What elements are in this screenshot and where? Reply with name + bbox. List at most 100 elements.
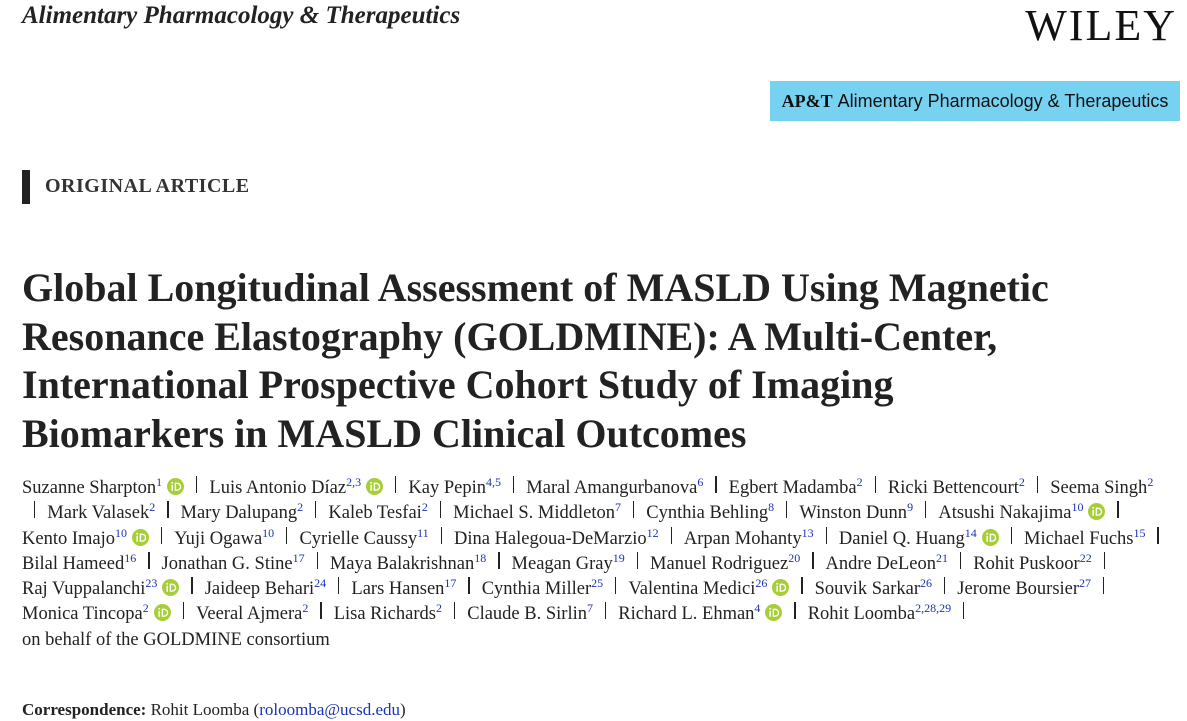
author-name: Bilal Hameed [22,553,125,574]
author: Bilal Hameed16 [22,552,136,577]
separator [825,526,827,544]
orcid-i [158,611,160,618]
author-name: Jaideep Behari [204,579,315,600]
orcid-i [171,484,174,491]
separator [315,501,317,519]
author-name: Daniel Q. Huang [838,528,965,549]
section-label: ORIGINAL ARTICLE [45,175,250,197]
orcid-icon [1088,503,1106,521]
separator [786,501,788,519]
author: Jaideep Behari24 [205,577,326,602]
orcid-dot [370,481,373,484]
separator [167,501,169,519]
separator [182,602,185,620]
separator [959,551,962,569]
affiliation: 11 [417,525,429,540]
author: Luis Antonio Díaz2,3 [209,474,384,501]
orcid-dot [776,583,779,585]
affiliation: 24 [314,576,327,591]
author-name: Maral Amangurbanova [526,478,698,498]
separator [468,577,470,595]
orcid-dot [171,481,174,484]
separator [801,577,803,595]
author-name: Winston Dunn [799,503,908,524]
affiliation: 9 [907,500,914,515]
orcid-icon [981,528,999,546]
author-name: Seema Singh [1050,478,1148,498]
author: Andre DeLeon21 [826,552,948,577]
author: Michael Fuchs15 [1024,526,1145,552]
author: Maya Balakrishnan18 [330,552,486,577]
title-line: Global Longitudinal Assessment of MASLD … [22,265,1049,310]
author-name: Mark Valasek [47,503,150,524]
correspondence-label: Correspondence: [22,700,147,719]
author-name: Michael S. Middleton [453,503,615,524]
author: Richard L. Ehman4 [618,602,783,627]
separator [196,476,198,493]
author: Jerome Boursier27 [957,577,1091,602]
separator [615,577,617,595]
title-line: Resonance Elastography (GOLDMINE): A Mul… [22,313,998,359]
affiliation: 2 [1018,474,1025,489]
orcid-d [1096,507,1103,517]
separator [453,602,456,620]
author-name: Egbert Madamba [728,478,857,498]
affiliation: 21 [935,550,948,565]
author-name: Lars Hansen [351,579,445,600]
author-name: Cyrielle Caussy [299,528,418,549]
affiliation: 19 [612,550,625,565]
author: Arpan Mohanty13 [684,526,814,552]
orcid-i [136,535,138,542]
correspondence-name: Rohit Loomba [150,700,250,719]
author: Jonathan G. Stine17 [162,552,305,577]
affiliation: 2,3 [346,474,362,489]
orcid-d [139,533,147,542]
separator [604,602,607,620]
orcid-i [370,484,373,491]
author: Mark Valasek2 [47,501,155,526]
author-name: Kento Imajo [22,528,115,549]
affiliation: 16 [124,550,137,565]
affiliation: 2 [142,601,149,616]
author-name: Monica Tincopa [22,604,143,625]
affiliation: 2,28,29 [915,601,952,616]
separator [34,501,36,519]
author-name: Veeral Ajmera [196,604,303,625]
separator [1157,526,1159,544]
orcid-d [989,533,996,542]
affiliation: 2 [149,500,156,515]
author: Claude B. Sirlin7 [467,602,593,627]
orcid-d [161,609,169,618]
author-name: Rohit Puskoor [973,553,1080,574]
affiliation: 10 [1071,500,1084,515]
affiliation: 23 [145,576,158,591]
affiliation: 27 [1079,576,1092,591]
author: Seema Singh2 [1050,476,1153,501]
affiliation: 2 [435,601,442,616]
separator [338,577,340,595]
author-name: Kaleb Tesfai [328,503,422,524]
separator [1036,476,1039,493]
author: Dina Halegoua-DeMarzio12 [454,526,659,552]
banner-text: Alimentary Pharmacology & Therapeutics [837,90,1169,111]
separator [498,551,500,569]
separator [812,551,814,569]
affiliation: 18 [474,550,487,565]
orcid-i [776,585,779,592]
author-name: Luis Antonio Díaz [209,478,347,498]
paren: ) [399,700,406,719]
separator [161,526,163,544]
author-name: Michael Fuchs [1024,528,1134,549]
author-name: Ricki Bettencourt [887,478,1019,498]
affiliation: 2 [856,474,863,489]
affiliation: 2 [421,500,428,515]
publisher-logo: WILEY [1025,1,1177,50]
orcid-i [769,611,772,618]
author-name: Rohit Loomba [807,604,916,625]
orcid-icon [167,478,185,495]
author: Yuji Ogawa10 [174,526,274,552]
email-link[interactable]: roloomba@ucsd.edu [259,700,400,719]
affiliation: 17 [292,550,305,565]
affiliation: 2 [302,601,309,616]
affiliation: 17 [444,576,457,591]
